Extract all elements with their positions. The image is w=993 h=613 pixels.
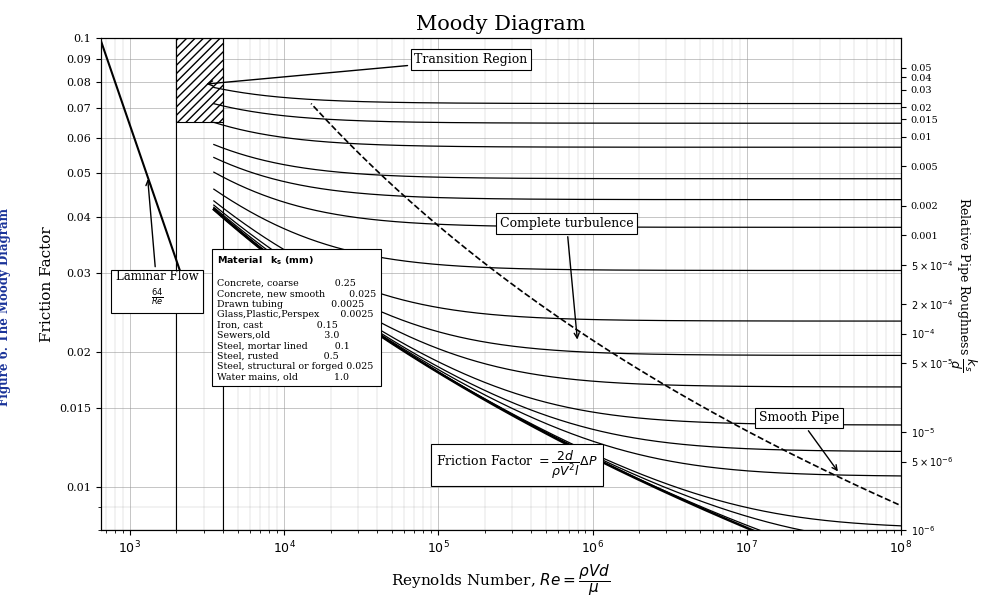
Bar — [177, 39, 222, 122]
Text: Figure 6. The Moody Diagram: Figure 6. The Moody Diagram — [0, 207, 12, 406]
Title: Moody Diagram: Moody Diagram — [416, 15, 586, 34]
Text: Friction Factor $= \dfrac{2d}{\rho V^2 l}\Delta P$: Friction Factor $= \dfrac{2d}{\rho V^2 l… — [436, 449, 598, 481]
Text: Transition Region: Transition Region — [208, 53, 527, 86]
Y-axis label: Friction Factor: Friction Factor — [40, 226, 54, 342]
Text: $\mathbf{Material}$   $\mathbf{k_s}$ $\mathbf{(mm)}$

Concrete, coarse          : $\mathbf{Material}$ $\mathbf{k_s}$ $\mat… — [217, 255, 376, 382]
Text: Complete turbulence: Complete turbulence — [499, 217, 634, 338]
X-axis label: Reynolds Number, $Re = \dfrac{\rho V d}{\mu}$: Reynolds Number, $Re = \dfrac{\rho V d}{… — [391, 562, 611, 598]
Text: Laminar Flow
$\frac{64}{Re}$: Laminar Flow $\frac{64}{Re}$ — [116, 181, 199, 308]
Y-axis label: Relative Pipe Roughness $\dfrac{k_s}{d}$: Relative Pipe Roughness $\dfrac{k_s}{d}$ — [948, 197, 978, 372]
Text: Smooth Pipe: Smooth Pipe — [759, 411, 839, 470]
